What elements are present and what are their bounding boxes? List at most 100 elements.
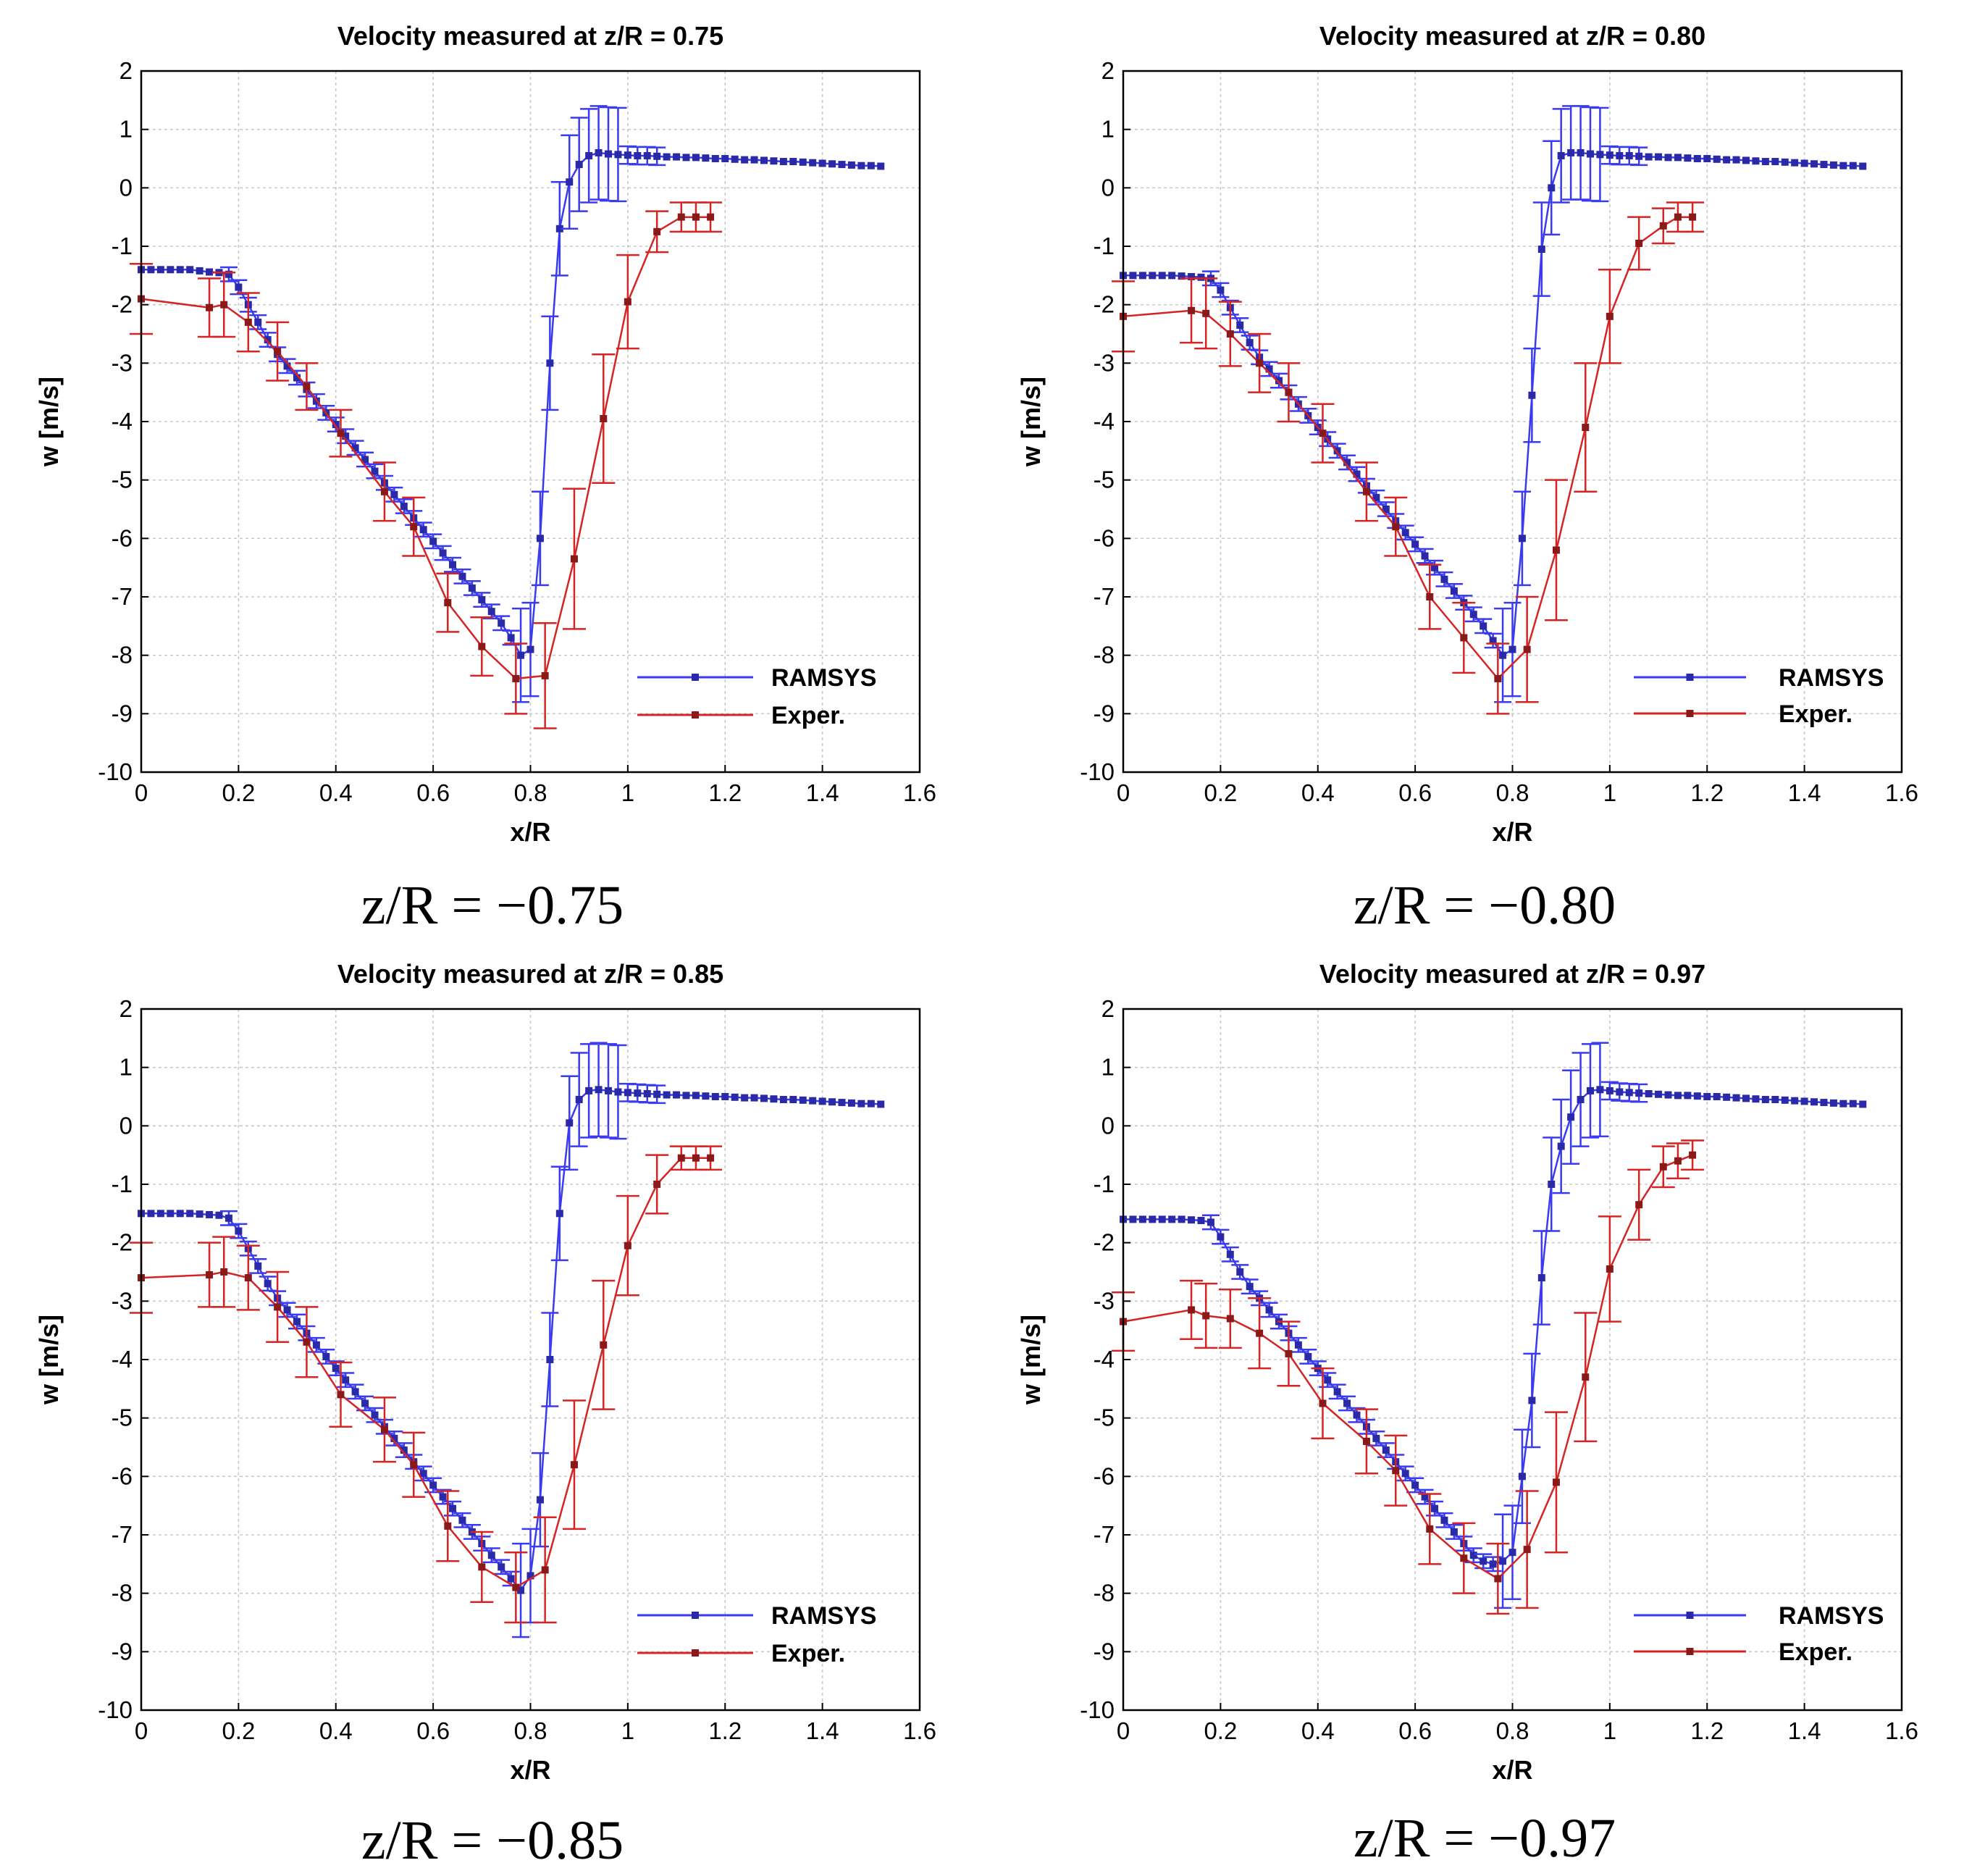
data-point <box>702 1092 710 1100</box>
data-point <box>487 1552 495 1559</box>
data-point <box>1800 1097 1808 1105</box>
x-axis-label: x/R <box>1492 817 1532 847</box>
y-axis-label: w [m/s] <box>34 377 64 467</box>
data-point <box>677 1154 685 1162</box>
data-point <box>1557 1142 1565 1150</box>
legend-marker <box>692 711 699 719</box>
data-point <box>1129 1215 1137 1223</box>
data-point <box>1548 184 1556 192</box>
chart-panel-z097: Velocity measured at z/R = 0.97 0 0.2 0.4 0.… <box>1016 959 1918 1785</box>
x-tick-label: 0.4 <box>319 1717 353 1744</box>
x-tick-label: 0.4 <box>1301 1717 1335 1744</box>
data-point <box>380 487 388 495</box>
series-ramsys <box>1120 1042 1867 1609</box>
data-point <box>711 155 719 162</box>
data-point <box>361 456 369 464</box>
data-point <box>1820 1099 1828 1107</box>
data-point <box>1689 1151 1697 1159</box>
y-tick-label: 2 <box>1101 995 1115 1022</box>
y-tick-label: 0 <box>1101 1112 1115 1139</box>
data-point <box>1820 161 1828 169</box>
data-point <box>1635 239 1643 247</box>
data-point <box>779 1096 787 1104</box>
data-point <box>1810 1098 1818 1106</box>
data-point <box>1304 1352 1312 1360</box>
series-ramsys <box>1120 105 1867 703</box>
data-point <box>1587 150 1594 158</box>
legend: RAMSYS Exper. <box>637 664 876 729</box>
data-point <box>1684 154 1692 162</box>
data-point <box>1217 286 1225 294</box>
data-point <box>770 157 778 165</box>
plot-frame <box>1122 70 1903 774</box>
data-point <box>410 1461 418 1469</box>
data-point <box>1197 1217 1205 1225</box>
data-point <box>196 1210 203 1218</box>
data-point <box>1528 1396 1536 1404</box>
data-point <box>779 158 787 166</box>
data-point <box>555 225 563 233</box>
data-point <box>867 1100 875 1107</box>
data-point <box>1392 523 1400 531</box>
data-point <box>1236 1268 1244 1276</box>
data-point <box>1149 272 1157 280</box>
legend-label: RAMSYS <box>1779 1602 1884 1630</box>
chart-title: Velocity measured at z/R = 0.80 <box>1319 21 1705 51</box>
data-point <box>337 430 345 437</box>
data-point <box>1411 540 1419 548</box>
data-point <box>1659 1163 1667 1171</box>
chart-title: Velocity measured at z/R = 0.97 <box>1319 959 1705 989</box>
data-point <box>264 336 272 344</box>
data-point <box>877 162 885 170</box>
data-point <box>789 158 797 166</box>
data-point <box>1494 1575 1502 1583</box>
data-point <box>1655 153 1663 161</box>
data-point <box>1285 1349 1293 1357</box>
data-point <box>1353 470 1361 478</box>
data-point <box>707 1154 715 1162</box>
legend-marker <box>692 674 699 681</box>
caption-panel-2: z/R = −0.80 <box>1353 875 1616 936</box>
data-point <box>575 161 583 169</box>
data-point <box>721 1093 729 1100</box>
data-point <box>206 268 214 276</box>
data-point <box>147 266 155 274</box>
data-point <box>1664 154 1672 162</box>
data-point <box>555 1210 563 1218</box>
data-point <box>1732 1094 1740 1102</box>
data-point <box>517 1586 525 1594</box>
data-point <box>283 1306 291 1314</box>
data-point <box>1489 637 1497 645</box>
y-tick-label: -9 <box>112 1638 133 1664</box>
y-tick-label: -2 <box>112 291 133 318</box>
data-point <box>449 1504 456 1512</box>
y-tick-label: 1 <box>119 116 133 143</box>
data-point <box>867 162 875 169</box>
legend-marker <box>692 1649 699 1657</box>
data-point <box>624 298 631 306</box>
data-point <box>1188 1306 1196 1314</box>
data-point <box>206 1271 214 1279</box>
data-point <box>224 270 232 278</box>
x-axis-label: x/R <box>510 817 550 847</box>
data-point <box>1781 158 1789 166</box>
data-point <box>653 227 661 235</box>
series-exper <box>130 1145 723 1624</box>
data-point <box>1659 222 1667 230</box>
legend-marker <box>1686 1612 1694 1619</box>
data-point <box>541 671 549 679</box>
data-point <box>283 362 291 370</box>
data-point <box>1372 1434 1380 1442</box>
data-point <box>176 266 184 274</box>
data-point <box>1829 1099 1837 1107</box>
data-point <box>1392 1467 1400 1475</box>
data-point <box>1742 156 1750 164</box>
data-point <box>1469 611 1477 619</box>
y-tick-label: -8 <box>112 1580 133 1607</box>
y-tick-label: -7 <box>112 583 133 610</box>
x-tick-label: 0.4 <box>319 779 353 806</box>
x-tick-label: 0 <box>135 779 148 806</box>
data-point <box>741 156 749 164</box>
data-point <box>828 160 836 168</box>
x-tick-label: 0.8 <box>1496 779 1529 806</box>
